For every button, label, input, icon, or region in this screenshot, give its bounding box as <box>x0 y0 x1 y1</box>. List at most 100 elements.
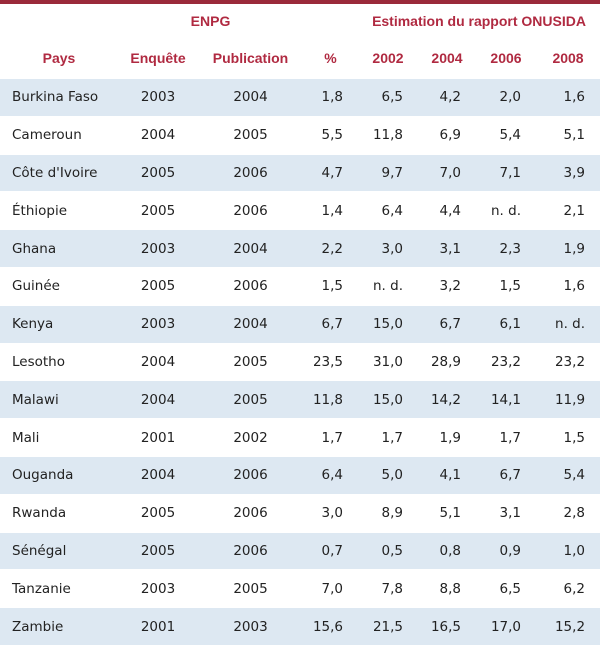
cell-y2004: 3,1 <box>418 229 476 268</box>
cell-enquete: 2005 <box>118 153 198 192</box>
table-row: Sénégal 2005 2006 0,7 0,5 0,8 0,9 1,0 <box>0 531 600 570</box>
cell-percent: 6,7 <box>303 304 358 344</box>
cell-y2006: 1,7 <box>476 418 536 457</box>
column-header-2002: 2002 <box>372 50 404 66</box>
cell-y2008: 15,2 <box>536 607 600 645</box>
cell-y2002: 0,5 <box>358 531 418 570</box>
cell-y2006: n. d. <box>476 191 536 230</box>
cell-y2008: 5,1 <box>536 115 600 155</box>
cell-publication: 2006 <box>198 455 303 495</box>
cell-publication: 2004 <box>198 229 303 268</box>
cell-pays: Kenya <box>0 304 118 344</box>
cell-y2002: 8,9 <box>358 493 418 533</box>
cell-percent: 1,5 <box>303 266 358 306</box>
cell-y2002: n. d. <box>358 266 418 306</box>
cell-percent: 1,4 <box>303 191 358 230</box>
cell-y2006: 6,5 <box>476 569 536 608</box>
table-row: Zambie 2001 2003 15,6 21,5 16,5 17,0 15,2 <box>0 607 600 645</box>
cell-y2008: 23,2 <box>536 342 600 381</box>
cell-pays: Ouganda <box>0 455 118 495</box>
cell-y2008: 3,9 <box>536 153 600 192</box>
cell-enquete: 2005 <box>118 191 198 230</box>
group-header-onusida: Estimation du rapport ONUSIDA <box>372 13 586 29</box>
cell-y2004: 5,1 <box>418 493 476 533</box>
cell-y2002: 9,7 <box>358 153 418 192</box>
data-table: ENPG Estimation du rapport ONUSIDA Pays … <box>0 4 600 645</box>
cell-y2006: 6,1 <box>476 304 536 344</box>
cell-y2002: 5,0 <box>358 455 418 495</box>
cell-y2004: 4,1 <box>418 455 476 495</box>
cell-publication: 2006 <box>198 531 303 570</box>
cell-percent: 2,2 <box>303 229 358 268</box>
table-row: Lesotho 2004 2005 23,5 31,0 28,9 23,2 23,2 <box>0 342 600 381</box>
cell-enquete: 2004 <box>118 342 198 381</box>
cell-y2002: 21,5 <box>358 607 418 645</box>
cell-y2006: 2,0 <box>476 78 536 117</box>
cell-y2008: 6,2 <box>536 569 600 608</box>
cell-percent: 1,8 <box>303 78 358 117</box>
cell-publication: 2006 <box>198 153 303 192</box>
cell-pays: Malawi <box>0 380 118 419</box>
cell-y2008: 1,6 <box>536 266 600 306</box>
cell-pays: Sénégal <box>0 531 118 570</box>
cell-pays: Cameroun <box>0 115 118 155</box>
table-row: Ghana 2003 2004 2,2 3,0 3,1 2,3 1,9 <box>0 229 600 268</box>
cell-publication: 2004 <box>198 78 303 117</box>
cell-y2004: 6,9 <box>418 115 476 155</box>
cell-publication: 2006 <box>198 493 303 533</box>
cell-pays: Burkina Faso <box>0 78 118 117</box>
table-row: Guinée 2005 2006 1,5 n. d. 3,2 1,5 1,6 <box>0 266 600 306</box>
cell-pays: Côte d'Ivoire <box>0 153 118 192</box>
cell-publication: 2002 <box>198 418 303 457</box>
cell-pays: Guinée <box>0 266 118 306</box>
cell-y2006: 1,5 <box>476 266 536 306</box>
cell-pays: Zambie <box>0 607 118 645</box>
cell-y2008: 11,9 <box>536 380 600 419</box>
cell-y2006: 17,0 <box>476 607 536 645</box>
cell-y2008: 1,6 <box>536 78 600 117</box>
column-header-2004: 2004 <box>431 50 463 66</box>
cell-y2004: 6,7 <box>418 304 476 344</box>
cell-enquete: 2003 <box>118 229 198 268</box>
column-header-pays: Pays <box>42 50 76 66</box>
cell-y2002: 6,5 <box>358 78 418 117</box>
cell-enquete: 2004 <box>118 115 198 155</box>
cell-publication: 2003 <box>198 607 303 645</box>
cell-y2006: 6,7 <box>476 455 536 495</box>
cell-y2008: n. d. <box>536 304 600 344</box>
cell-pays: Éthiopie <box>0 191 118 230</box>
cell-y2006: 2,3 <box>476 229 536 268</box>
cell-percent: 23,5 <box>303 342 358 381</box>
table-row: Ouganda 2004 2006 6,4 5,0 4,1 6,7 5,4 <box>0 455 600 495</box>
cell-enquete: 2005 <box>118 493 198 533</box>
cell-pays: Ghana <box>0 229 118 268</box>
cell-publication: 2005 <box>198 115 303 155</box>
cell-y2006: 5,4 <box>476 115 536 155</box>
column-header-enquete: Enquête <box>130 50 186 66</box>
cell-publication: 2005 <box>198 569 303 608</box>
group-header-enpg: ENPG <box>190 13 231 29</box>
cell-y2002: 1,7 <box>358 418 418 457</box>
table-row: Mali 2001 2002 1,7 1,7 1,9 1,7 1,5 <box>0 418 600 457</box>
cell-publication: 2005 <box>198 342 303 381</box>
cell-enquete: 2003 <box>118 569 198 608</box>
cell-enquete: 2005 <box>118 531 198 570</box>
cell-y2004: 16,5 <box>418 607 476 645</box>
cell-y2004: 0,8 <box>418 531 476 570</box>
table-row: Rwanda 2005 2006 3,0 8,9 5,1 3,1 2,8 <box>0 493 600 533</box>
cell-percent: 3,0 <box>303 493 358 533</box>
cell-percent: 6,4 <box>303 455 358 495</box>
cell-enquete: 2001 <box>118 607 198 645</box>
cell-y2004: 7,0 <box>418 153 476 192</box>
cell-y2002: 6,4 <box>358 191 418 230</box>
cell-pays: Mali <box>0 418 118 457</box>
table-row: Burkina Faso 2003 2004 1,8 6,5 4,2 2,0 1,6 <box>0 78 600 117</box>
cell-enquete: 2003 <box>118 304 198 344</box>
cell-percent: 4,7 <box>303 153 358 192</box>
cell-y2008: 2,8 <box>536 493 600 533</box>
cell-y2008: 1,0 <box>536 531 600 570</box>
cell-y2002: 7,8 <box>358 569 418 608</box>
cell-y2008: 5,4 <box>536 455 600 495</box>
column-header-publication: Publication <box>212 50 289 66</box>
